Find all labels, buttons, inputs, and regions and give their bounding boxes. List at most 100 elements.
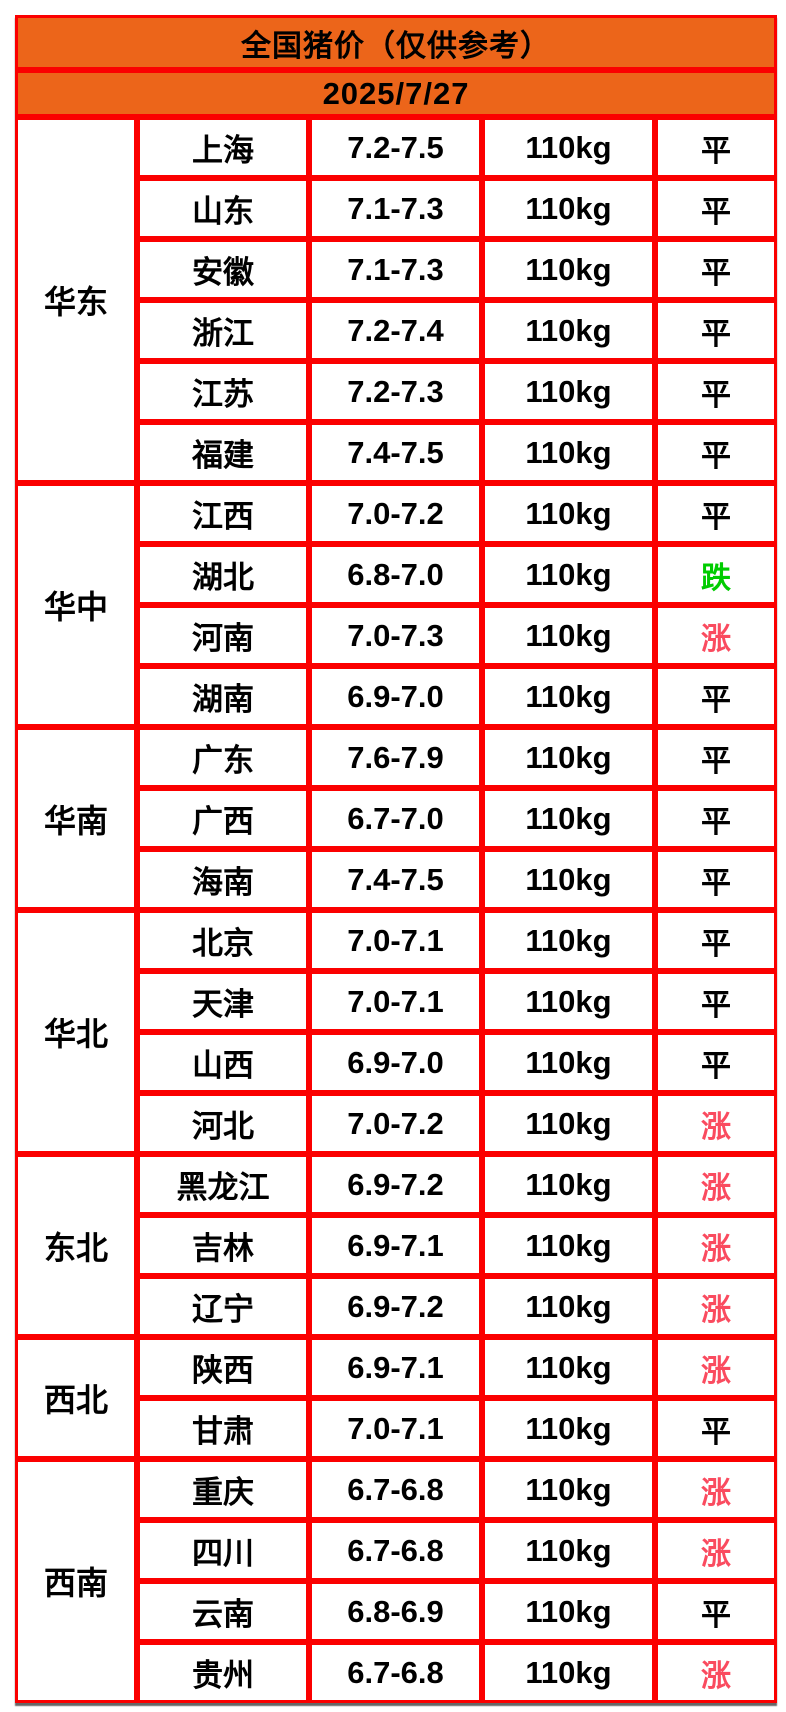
price-row: 华南 广东 7.6-7.9 110kg 平 [15, 727, 778, 910]
province-cell: 河北 [137, 1093, 309, 1154]
province-cell: 安徽 [137, 239, 309, 300]
trend-cell: 涨 [655, 605, 778, 666]
weight-cell: 110kg [482, 117, 655, 178]
province-cell: 天津 [137, 971, 309, 1032]
province-cell: 福建 [137, 422, 309, 483]
price-cell: 6.9-7.2 [309, 1154, 482, 1215]
trend-cell: 涨 [655, 1276, 778, 1337]
price-cell: 6.9-7.0 [309, 1032, 482, 1093]
province-cell: 湖北 [137, 544, 309, 605]
price-row: 西北 陕西 6.9-7.1 110kg 涨 [15, 1337, 778, 1459]
weight-cell: 110kg [482, 788, 655, 849]
price-cell: 7.6-7.9 [309, 727, 482, 788]
price-cell: 6.9-7.0 [309, 666, 482, 727]
price-cell: 7.0-7.1 [309, 971, 482, 1032]
weight-cell: 110kg [482, 239, 655, 300]
weight-cell: 110kg [482, 1154, 655, 1215]
province-cell: 浙江 [137, 300, 309, 361]
province-cell: 云南 [137, 1581, 309, 1642]
weight-cell: 110kg [482, 849, 655, 910]
price-cell: 6.7-6.8 [309, 1642, 482, 1703]
region-cell: 华东 [15, 117, 137, 483]
province-cell: 江西 [137, 483, 309, 544]
weight-cell: 110kg [482, 910, 655, 971]
price-row: 东北 黑龙江 6.9-7.2 110kg 涨 [15, 1154, 778, 1337]
price-cell: 7.2-7.3 [309, 361, 482, 422]
trend-cell: 涨 [655, 1154, 778, 1215]
price-cell: 6.8-7.0 [309, 544, 482, 605]
weight-cell: 110kg [482, 605, 655, 666]
trend-cell: 平 [655, 788, 778, 849]
weight-cell: 110kg [482, 422, 655, 483]
price-row: 华北 北京 7.0-7.1 110kg 平 [15, 910, 778, 1154]
price-row: 安徽 7.1-7.3 110kg 平 [15, 239, 778, 300]
trend-cell: 平 [655, 178, 778, 239]
region-cell: 华南 [15, 727, 137, 910]
trend-cell: 涨 [655, 1215, 778, 1276]
weight-cell: 110kg [482, 178, 655, 239]
region-cell: 华中 [15, 483, 137, 727]
weight-cell: 110kg [482, 1581, 655, 1642]
price-row: 云南 6.8-6.9 110kg 平 [15, 1581, 778, 1642]
trend-cell: 涨 [655, 1093, 778, 1154]
trend-cell: 平 [655, 117, 778, 178]
price-cell: 6.9-7.1 [309, 1215, 482, 1276]
weight-cell: 110kg [482, 544, 655, 605]
region-cell: 华北 [15, 910, 137, 1154]
weight-cell: 110kg [482, 483, 655, 544]
trend-cell: 平 [655, 849, 778, 910]
price-cell: 7.0-7.2 [309, 483, 482, 544]
province-cell: 重庆 [137, 1459, 309, 1520]
trend-cell: 涨 [655, 1642, 778, 1703]
trend-cell: 平 [655, 1581, 778, 1642]
province-cell: 吉林 [137, 1215, 309, 1276]
province-cell: 江苏 [137, 361, 309, 422]
province-cell: 北京 [137, 910, 309, 971]
price-cell: 7.1-7.3 [309, 178, 482, 239]
price-cell: 7.0-7.1 [309, 910, 482, 971]
trend-cell: 平 [655, 666, 778, 727]
trend-cell: 平 [655, 910, 778, 971]
province-cell: 陕西 [137, 1337, 309, 1398]
price-row: 吉林 6.9-7.1 110kg 涨 [15, 1215, 778, 1276]
province-cell: 贵州 [137, 1642, 309, 1703]
trend-cell: 平 [655, 361, 778, 422]
weight-cell: 110kg [482, 300, 655, 361]
price-row: 湖南 6.9-7.0 110kg 平 [15, 666, 778, 727]
province-cell: 上海 [137, 117, 309, 178]
trend-cell: 平 [655, 239, 778, 300]
price-row: 西南 重庆 6.7-6.8 110kg 涨 [15, 1459, 778, 1703]
price-row: 四川 6.7-6.8 110kg 涨 [15, 1520, 778, 1581]
price-cell: 7.0-7.1 [309, 1398, 482, 1459]
price-cell: 6.9-7.2 [309, 1276, 482, 1337]
table-date: 2025/7/27 [15, 70, 778, 117]
weight-cell: 110kg [482, 1215, 655, 1276]
trend-cell: 平 [655, 300, 778, 361]
price-row: 广西 6.7-7.0 110kg 平 [15, 788, 778, 849]
region-cell: 西南 [15, 1459, 137, 1703]
trend-cell: 平 [655, 422, 778, 483]
price-cell: 7.4-7.5 [309, 849, 482, 910]
weight-cell: 110kg [482, 727, 655, 788]
weight-cell: 110kg [482, 971, 655, 1032]
price-row: 海南 7.4-7.5 110kg 平 [15, 849, 778, 910]
price-row: 辽宁 6.9-7.2 110kg 涨 [15, 1276, 778, 1337]
weight-cell: 110kg [482, 1459, 655, 1520]
province-cell: 广东 [137, 727, 309, 788]
province-cell: 海南 [137, 849, 309, 910]
title-row: 全国猪价（仅供参考） [15, 15, 778, 70]
weight-cell: 110kg [482, 1032, 655, 1093]
price-cell: 7.2-7.4 [309, 300, 482, 361]
weight-cell: 110kg [482, 1398, 655, 1459]
price-row: 甘肃 7.0-7.1 110kg 平 [15, 1398, 778, 1459]
weight-cell: 110kg [482, 1337, 655, 1398]
price-row: 华东 上海 7.2-7.5 110kg 平 [15, 117, 778, 483]
trend-cell: 平 [655, 1398, 778, 1459]
province-cell: 河南 [137, 605, 309, 666]
province-cell: 黑龙江 [137, 1154, 309, 1215]
region-cell: 西北 [15, 1337, 137, 1459]
trend-cell: 平 [655, 727, 778, 788]
province-cell: 四川 [137, 1520, 309, 1581]
province-cell: 广西 [137, 788, 309, 849]
